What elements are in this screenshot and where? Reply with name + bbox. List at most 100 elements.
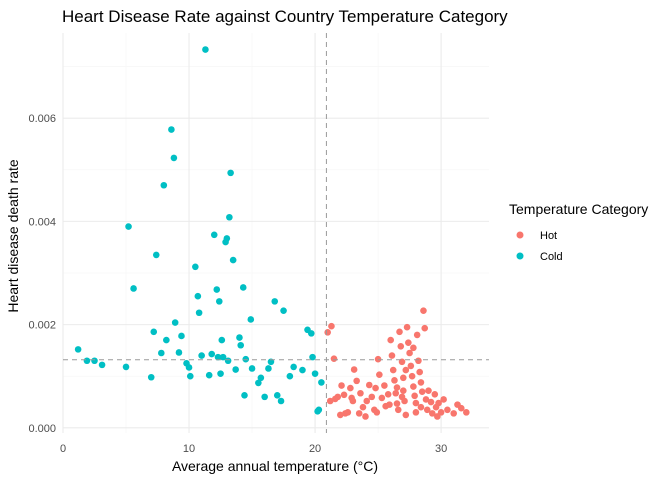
data-point-cold (261, 393, 268, 401)
data-point-hot (359, 403, 367, 411)
data-point-hot (363, 397, 371, 405)
data-point-hot (391, 377, 398, 384)
data-point-hot (381, 382, 388, 389)
data-point-hot (411, 392, 418, 400)
data-point-cold (210, 231, 218, 239)
data-point-cold (223, 235, 231, 242)
legend-title: Temperature Category (509, 201, 648, 217)
data-point-hot (402, 411, 410, 419)
data-point-hot (355, 410, 363, 417)
data-point-hot (378, 394, 386, 402)
x-tick-label: 10 (183, 443, 195, 455)
data-point-cold (185, 364, 193, 371)
data-point-hot (362, 413, 369, 420)
data-point-cold (98, 361, 106, 369)
y-axis-title: Heart disease death rate (5, 159, 21, 313)
data-point-hot (427, 398, 435, 406)
data-points (74, 46, 470, 420)
data-point-hot (330, 355, 338, 362)
data-point-cold (186, 372, 194, 380)
data-point-hot (328, 322, 335, 330)
data-point-cold (237, 341, 245, 349)
data-point-cold (239, 284, 247, 291)
data-point-hot (425, 387, 432, 394)
data-point-hot (417, 379, 425, 386)
data-point-hot (399, 374, 407, 382)
x-tick-label: 20 (309, 443, 321, 455)
data-point-hot (423, 406, 431, 414)
chart-title: Heart Disease Rate against Country Tempe… (62, 7, 508, 26)
data-point-hot (376, 371, 383, 378)
data-point-cold (192, 263, 199, 271)
data-point-hot (384, 390, 392, 398)
data-point-hot (394, 406, 402, 414)
data-point-hot (372, 384, 379, 392)
data-point-hot (450, 410, 458, 417)
data-point-hot (393, 400, 401, 407)
data-point-cold (130, 285, 137, 292)
data-point-cold (232, 366, 239, 373)
data-point-cold (241, 392, 248, 399)
data-point-hot (408, 372, 416, 380)
data-point-cold (224, 357, 232, 365)
data-point-hot (406, 349, 413, 357)
data-point-cold (248, 365, 256, 372)
data-point-hot (420, 307, 427, 314)
data-point-hot (407, 362, 415, 370)
data-point-hot (417, 403, 425, 411)
x-axis-ticks: 0 10 20 30 (60, 443, 447, 455)
reference-lines (63, 33, 489, 433)
data-point-hot (431, 390, 439, 398)
data-point-hot (365, 381, 373, 389)
y-tick-label: 0.000 (28, 423, 56, 435)
data-point-cold (307, 330, 315, 337)
data-point-cold (229, 256, 237, 264)
data-point-hot (388, 352, 396, 359)
data-point-hot (387, 336, 394, 344)
data-point-cold (83, 357, 91, 365)
data-point-hot (392, 389, 400, 397)
data-point-hot (418, 388, 426, 396)
data-point-cold (277, 397, 285, 405)
data-point-hot (398, 393, 406, 401)
data-point-hot (412, 399, 420, 407)
data-point-cold (286, 372, 294, 380)
legend-label-cold: Cold (540, 251, 563, 263)
data-point-hot (440, 396, 447, 403)
data-point-hot (402, 366, 410, 374)
data-point-hot (336, 411, 344, 419)
data-point-cold (194, 292, 202, 300)
y-tick-label: 0.002 (28, 320, 56, 332)
data-point-cold (198, 352, 205, 359)
data-point-hot (435, 399, 442, 407)
data-point-hot (396, 328, 403, 336)
data-point-hot (412, 409, 420, 416)
data-point-hot (397, 342, 405, 350)
data-point-hot (374, 355, 382, 363)
data-point-cold (257, 374, 265, 382)
data-point-cold (160, 181, 168, 189)
data-point-cold (242, 355, 250, 363)
data-point-cold (280, 307, 287, 314)
legend: Temperature Category Hot Cold (509, 201, 648, 263)
legend-key-hot (516, 231, 524, 239)
data-point-cold (158, 349, 165, 357)
x-axis-title: Average annual temperature (°C) (172, 458, 378, 474)
data-point-cold (74, 346, 82, 353)
data-point-hot (437, 409, 445, 416)
data-point-cold (122, 363, 130, 371)
data-point-hot (389, 366, 397, 374)
data-point-cold (163, 336, 170, 344)
data-point-hot (463, 409, 470, 416)
data-point-cold (205, 371, 213, 379)
data-point-cold (299, 366, 306, 374)
data-point-hot (405, 339, 412, 346)
data-point-cold (226, 213, 233, 221)
data-point-hot (415, 357, 422, 365)
data-point-hot (324, 329, 331, 336)
data-point-hot (428, 410, 436, 417)
legend-label-hot: Hot (540, 230, 557, 242)
data-point-cold (311, 370, 319, 377)
data-point-cold (215, 298, 223, 305)
grid (62, 33, 489, 433)
